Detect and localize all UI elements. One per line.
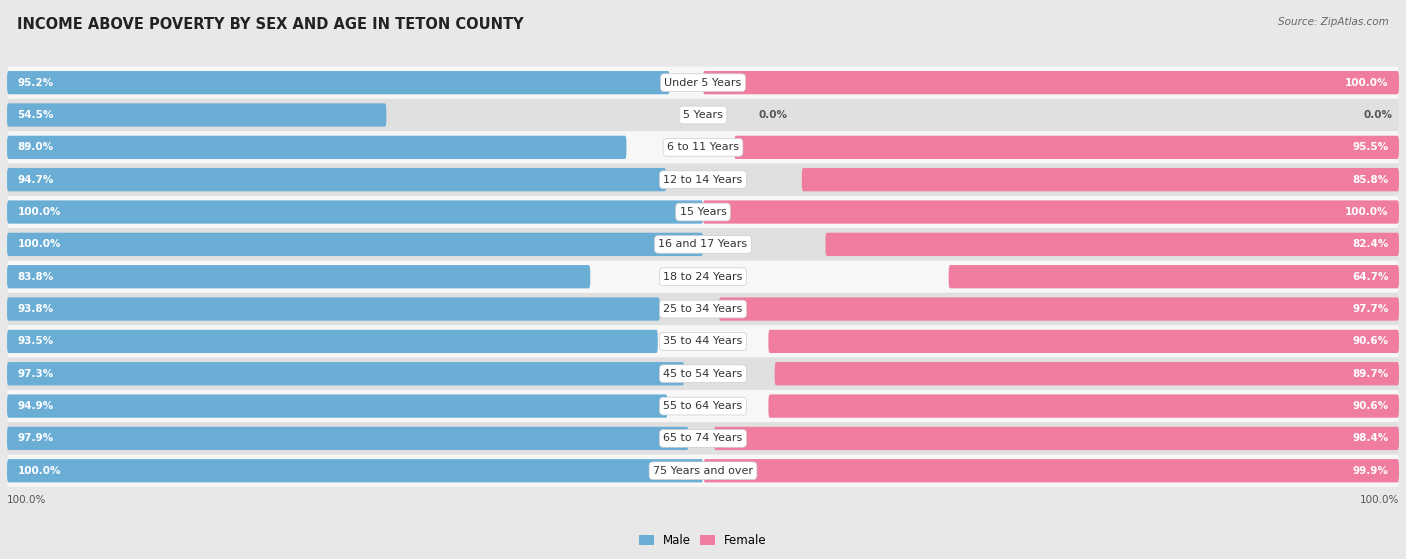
FancyBboxPatch shape xyxy=(769,395,1399,418)
FancyBboxPatch shape xyxy=(7,325,1399,358)
FancyBboxPatch shape xyxy=(7,260,1399,293)
Text: 99.9%: 99.9% xyxy=(1353,466,1389,476)
FancyBboxPatch shape xyxy=(734,136,1399,159)
FancyBboxPatch shape xyxy=(7,233,703,256)
Text: 95.5%: 95.5% xyxy=(1353,143,1389,153)
Text: 100.0%: 100.0% xyxy=(17,466,60,476)
FancyBboxPatch shape xyxy=(7,71,669,94)
FancyBboxPatch shape xyxy=(7,99,1399,131)
FancyBboxPatch shape xyxy=(7,164,1399,196)
Text: Source: ZipAtlas.com: Source: ZipAtlas.com xyxy=(1278,17,1389,27)
FancyBboxPatch shape xyxy=(7,459,703,482)
Text: 93.5%: 93.5% xyxy=(17,337,53,347)
Text: 15 Years: 15 Years xyxy=(679,207,727,217)
Text: 94.9%: 94.9% xyxy=(17,401,53,411)
FancyBboxPatch shape xyxy=(7,136,627,159)
Text: 89.7%: 89.7% xyxy=(1353,369,1389,379)
FancyBboxPatch shape xyxy=(7,297,659,321)
Text: 90.6%: 90.6% xyxy=(1353,337,1389,347)
FancyBboxPatch shape xyxy=(7,200,703,224)
Text: 16 and 17 Years: 16 and 17 Years xyxy=(658,239,748,249)
FancyBboxPatch shape xyxy=(949,265,1399,288)
FancyBboxPatch shape xyxy=(7,293,1399,325)
Text: 82.4%: 82.4% xyxy=(1353,239,1389,249)
Text: 12 to 14 Years: 12 to 14 Years xyxy=(664,174,742,184)
FancyBboxPatch shape xyxy=(769,330,1399,353)
FancyBboxPatch shape xyxy=(703,200,1399,224)
FancyBboxPatch shape xyxy=(801,168,1399,191)
Text: 54.5%: 54.5% xyxy=(17,110,53,120)
FancyBboxPatch shape xyxy=(703,71,1399,94)
Text: 89.0%: 89.0% xyxy=(17,143,53,153)
FancyBboxPatch shape xyxy=(7,390,1399,422)
FancyBboxPatch shape xyxy=(718,297,1399,321)
Text: 97.3%: 97.3% xyxy=(17,369,53,379)
Text: 93.8%: 93.8% xyxy=(17,304,53,314)
Text: 97.7%: 97.7% xyxy=(1353,304,1389,314)
FancyBboxPatch shape xyxy=(7,168,666,191)
Text: 65 to 74 Years: 65 to 74 Years xyxy=(664,433,742,443)
FancyBboxPatch shape xyxy=(825,233,1399,256)
Text: INCOME ABOVE POVERTY BY SEX AND AGE IN TETON COUNTY: INCOME ABOVE POVERTY BY SEX AND AGE IN T… xyxy=(17,17,523,32)
FancyBboxPatch shape xyxy=(7,196,1399,228)
Text: 5 Years: 5 Years xyxy=(683,110,723,120)
Text: 100.0%: 100.0% xyxy=(1360,495,1399,505)
Text: 25 to 34 Years: 25 to 34 Years xyxy=(664,304,742,314)
Text: 97.9%: 97.9% xyxy=(17,433,53,443)
Text: 6 to 11 Years: 6 to 11 Years xyxy=(666,143,740,153)
FancyBboxPatch shape xyxy=(7,228,1399,260)
Text: 18 to 24 Years: 18 to 24 Years xyxy=(664,272,742,282)
Legend: Male, Female: Male, Female xyxy=(634,529,772,552)
Text: Under 5 Years: Under 5 Years xyxy=(665,78,741,88)
FancyBboxPatch shape xyxy=(7,330,658,353)
Text: 35 to 44 Years: 35 to 44 Years xyxy=(664,337,742,347)
Text: 90.6%: 90.6% xyxy=(1353,401,1389,411)
FancyBboxPatch shape xyxy=(7,362,685,385)
Text: 100.0%: 100.0% xyxy=(17,239,60,249)
Text: 100.0%: 100.0% xyxy=(7,495,46,505)
FancyBboxPatch shape xyxy=(7,131,1399,164)
FancyBboxPatch shape xyxy=(7,427,689,450)
Text: 85.8%: 85.8% xyxy=(1353,174,1389,184)
Text: 98.4%: 98.4% xyxy=(1353,433,1389,443)
Text: 45 to 54 Years: 45 to 54 Years xyxy=(664,369,742,379)
FancyBboxPatch shape xyxy=(7,422,1399,454)
Text: 95.2%: 95.2% xyxy=(17,78,53,88)
Text: 83.8%: 83.8% xyxy=(17,272,53,282)
FancyBboxPatch shape xyxy=(775,362,1399,385)
Text: 0.0%: 0.0% xyxy=(759,110,787,120)
Text: 64.7%: 64.7% xyxy=(1353,272,1389,282)
FancyBboxPatch shape xyxy=(7,103,387,127)
FancyBboxPatch shape xyxy=(7,67,1399,99)
Text: 100.0%: 100.0% xyxy=(1346,207,1389,217)
Text: 94.7%: 94.7% xyxy=(17,174,53,184)
Text: 55 to 64 Years: 55 to 64 Years xyxy=(664,401,742,411)
Text: 75 Years and over: 75 Years and over xyxy=(652,466,754,476)
FancyBboxPatch shape xyxy=(7,265,591,288)
Text: 0.0%: 0.0% xyxy=(1362,110,1392,120)
FancyBboxPatch shape xyxy=(7,395,668,418)
FancyBboxPatch shape xyxy=(714,427,1399,450)
FancyBboxPatch shape xyxy=(7,454,1399,487)
Text: 100.0%: 100.0% xyxy=(1346,78,1389,88)
Text: 100.0%: 100.0% xyxy=(17,207,60,217)
FancyBboxPatch shape xyxy=(7,358,1399,390)
FancyBboxPatch shape xyxy=(703,459,1399,482)
